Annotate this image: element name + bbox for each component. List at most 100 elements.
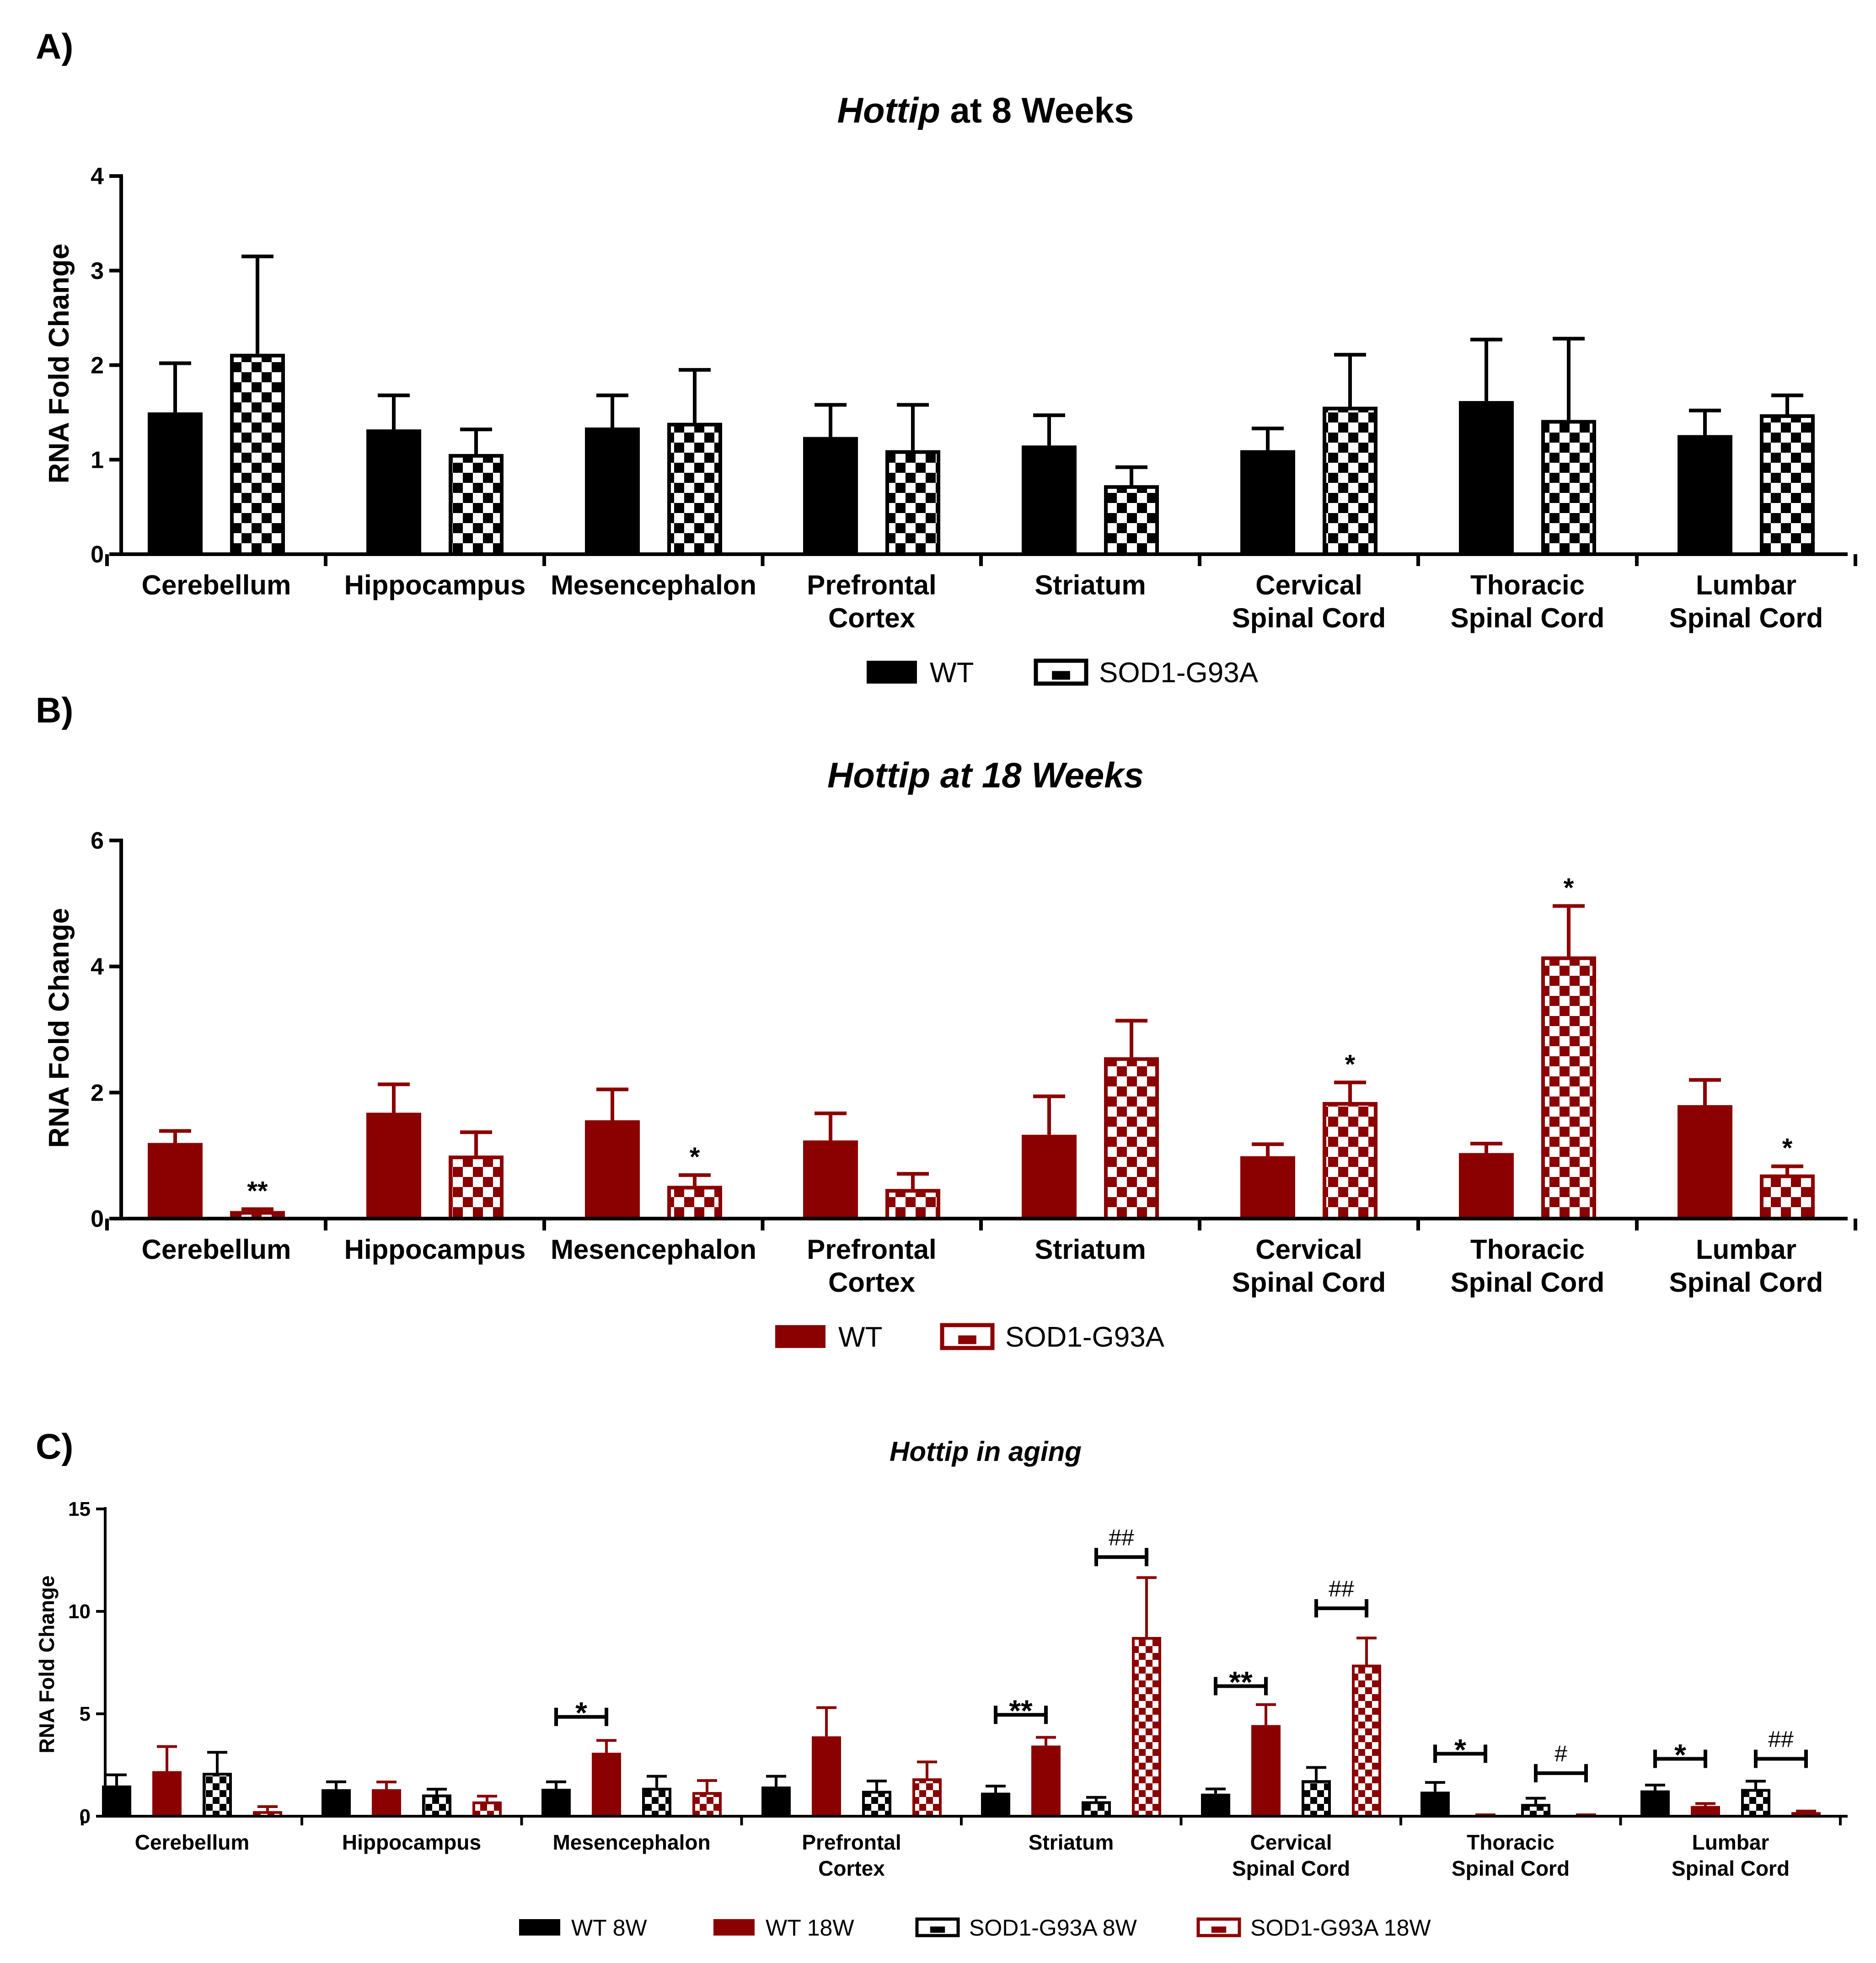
chart-a-wt-striatum-bar — [1022, 445, 1077, 554]
chart-b-legend-label-sod1-g93a: SOD1-G93A — [1005, 1321, 1165, 1353]
chart-a-category-label-prefrontal-cortex-1: Cortex — [828, 603, 915, 633]
chart-a-wt-cerebellum-bar — [148, 412, 203, 554]
chart-c-title: Hottip in aging — [890, 1436, 1082, 1467]
chart-c-legend-label-sod1-g93a-18w: SOD1-G93A 18W — [1250, 1915, 1431, 1941]
chart-c-legend-label-wt-18w: WT 18W — [766, 1915, 854, 1941]
chart-a-ytick-label-3: 3 — [91, 258, 104, 284]
chart-b-sod1-g93a-lumbar-spinal-cord-bar — [1760, 1174, 1815, 1220]
chart-a-legend-swatch-mark-sod1-g93a — [1052, 671, 1070, 680]
chart-b-wt-striatum-bar — [1022, 1134, 1077, 1219]
chart-b-category-label-striatum-0: Striatum — [1034, 1234, 1146, 1265]
chart-a-legend-swatch-wt — [867, 661, 917, 684]
chart-c-wt-8w-hippocampus-bar — [322, 1789, 351, 1816]
chart-b-category-label-mesencephalon-0: Mesencephalon — [551, 1234, 756, 1265]
chart-a-category-label-cervical-spinal-cord-0: Cervical — [1255, 570, 1362, 600]
chart-a-sod1-g93a-hippocampus-bar — [449, 454, 504, 556]
chart-a-ytick-label-0: 0 — [91, 541, 104, 568]
chart-c-category-label-thoracic-spinal-cord-1: Spinal Cord — [1452, 1856, 1570, 1880]
chart-c-sod1-g93a-8w-lumbar-spinal-cord-bar — [1741, 1789, 1770, 1818]
chart-c-wt-8w-prefrontal-cortex-bar — [761, 1786, 791, 1816]
chart-a-wt-prefrontal-cortex-bar — [803, 437, 858, 554]
chart-c-sod1-g93a-8w-striatum-bar — [1082, 1801, 1111, 1818]
chart-b-significance-0: ** — [247, 1176, 268, 1206]
chart-a-ylabel: RNA Fold Change — [43, 244, 75, 484]
chart-c-wt-8w-cervical-spinal-cord-bar — [1201, 1793, 1230, 1816]
chart-c-ylabel: RNA Fold Change — [35, 1575, 59, 1753]
chart-a-category-label-cervical-spinal-cord-1: Spinal Cord — [1232, 603, 1386, 633]
chart-b-sod1-g93a-prefrontal-cortex-bar — [885, 1189, 940, 1220]
chart-b-category-label-thoracic-spinal-cord-0: Thoracic — [1470, 1234, 1585, 1265]
chart-b-wt-cervical-spinal-cord-bar — [1240, 1156, 1295, 1219]
chart-c-ytick-label-10: 10 — [68, 1600, 91, 1623]
chart-b: 0 2 4 6 Cerebellum Hippocampus Mesencephalon Pr… — [91, 828, 1857, 1353]
chart-c-wt-8w-striatum-bar — [981, 1792, 1010, 1816]
chart-a-wt-thoracic-spinal-cord-bar — [1459, 401, 1514, 554]
chart-a-category-label-lumbar-spinal-cord-0: Lumbar — [1696, 570, 1796, 600]
chart-b-category-label-hippocampus-0: Hippocampus — [344, 1234, 526, 1265]
chart-b-sod1-g93a-mesencephalon-bar — [667, 1186, 722, 1220]
chart-c-bracket-2-label: ## — [1109, 1524, 1134, 1550]
chart-c-category-label-prefrontal-cortex-1: Cortex — [818, 1856, 885, 1880]
chart-a-title-rest: at 8 Weeks — [940, 90, 1134, 130]
chart-a: 0 1 2 3 4 Cerebellum Hippocampus Mesencephalon P… — [91, 163, 1857, 689]
chart-c-legend-swatch-wt-18w — [713, 1919, 755, 1936]
chart-c-wt-18w-cerebellum-bar — [152, 1771, 182, 1816]
chart-b-category-label-prefrontal-cortex-1: Cortex — [828, 1267, 915, 1298]
chart-b-title: Hottip at 18 Weeks — [827, 755, 1144, 795]
chart-b-ytick-label-0: 0 — [91, 1206, 104, 1232]
chart-b-category-label-cervical-spinal-cord-0: Cervical — [1255, 1234, 1362, 1265]
chart-b-wt-cerebellum-bar — [148, 1143, 203, 1219]
chart-c-wt-18w-lumbar-spinal-cord-bar — [1691, 1806, 1720, 1816]
chart-b-category-label-cervical-spinal-cord-1: Spinal Cord — [1232, 1267, 1386, 1298]
chart-b-ytick-label-2: 2 — [91, 1080, 104, 1106]
chart-b-wt-hippocampus-bar — [366, 1113, 421, 1219]
chart-a-wt-cervical-spinal-cord-bar — [1240, 450, 1295, 554]
chart-c-category-label-thoracic-spinal-cord-0: Thoracic — [1467, 1830, 1554, 1854]
chart-c-sod1-g93a-18w-striatum-bar — [1132, 1637, 1161, 1818]
chart-c-wt-8w-lumbar-spinal-cord-bar — [1640, 1790, 1670, 1816]
chart-c-wt-18w-cervical-spinal-cord-bar — [1251, 1725, 1281, 1816]
chart-a-category-label-prefrontal-cortex-0: Prefrontal — [807, 570, 936, 600]
chart-c-sod1-g93a-18w-cervical-spinal-cord-bar — [1352, 1664, 1381, 1818]
chart-c-sod1-g93a-18w-prefrontal-cortex-bar — [912, 1778, 942, 1818]
chart-b-wt-thoracic-spinal-cord-bar — [1459, 1153, 1514, 1219]
chart-c-category-label-prefrontal-cortex-0: Prefrontal — [802, 1830, 901, 1854]
chart-b-sod1-g93a-striatum-bar — [1104, 1057, 1159, 1221]
chart-c-sod1-g93a-18w-hippocampus-bar — [472, 1801, 502, 1818]
chart-c-category-label-cerebellum-0: Cerebellum — [135, 1830, 250, 1854]
chart-c-bracket-6-label: # — [1554, 1741, 1567, 1766]
chart-c-category-label-lumbar-spinal-cord-1: Spinal Cord — [1672, 1856, 1790, 1880]
chart-a-title-italic: Hottip — [837, 90, 940, 130]
chart-a-category-label-hippocampus-0: Hippocampus — [344, 570, 526, 600]
chart-a-sod1-g93a-cervical-spinal-cord-bar — [1323, 407, 1378, 556]
chart-c-sod1-g93a-8w-prefrontal-cortex-bar — [862, 1791, 891, 1818]
chart-c-category-label-hippocampus-0: Hippocampus — [342, 1830, 481, 1854]
chart-b-significance-1: * — [690, 1142, 700, 1172]
chart-c-category-label-striatum-0: Striatum — [1029, 1830, 1114, 1854]
chart-a-wt-hippocampus-bar — [366, 429, 421, 554]
chart-b-category-label-thoracic-spinal-cord-1: Spinal Cord — [1451, 1267, 1605, 1298]
chart-c-wt-18w-striatum-bar — [1031, 1745, 1061, 1816]
chart-a-legend-label-wt: WT — [930, 657, 974, 689]
chart-b-ylabel: RNA Fold Change — [43, 908, 75, 1148]
chart-c-legend-swatch-wt-8w — [519, 1919, 560, 1936]
chart-c-category-label-mesencephalon-0: Mesencephalon — [552, 1830, 710, 1854]
chart-c-sod1-g93a-8w-cerebellum-bar — [203, 1773, 232, 1818]
chart-b-legend-swatch-wt — [775, 1325, 825, 1348]
chart-a-sod1-g93a-cerebellum-bar — [230, 353, 285, 556]
chart-b-legend-swatch-mark-sod1-g93a — [958, 1335, 976, 1344]
chart-b-sod1-g93a-hippocampus-bar — [449, 1155, 504, 1221]
chart-a-ytick-label-2: 2 — [91, 353, 104, 379]
chart-a-sod1-g93a-thoracic-spinal-cord-bar — [1541, 420, 1596, 556]
chart-a-ytick-label-4: 4 — [91, 163, 104, 190]
chart-b-legend-label-wt: WT — [838, 1321, 882, 1353]
chart-b-ytick-label-6: 6 — [91, 828, 104, 854]
chart-a-category-label-mesencephalon-0: Mesencephalon — [551, 570, 756, 600]
chart-c-sod1-g93a-8w-hippocampus-bar — [422, 1794, 451, 1818]
chart-c-sod1-g93a-8w-mesencephalon-bar — [642, 1787, 671, 1818]
chart-c-legend-label-wt-8w: WT 8W — [571, 1915, 648, 1941]
chart-b-wt-lumbar-spinal-cord-bar — [1678, 1105, 1732, 1219]
chart-b-category-label-cerebellum-0: Cerebellum — [142, 1234, 291, 1265]
